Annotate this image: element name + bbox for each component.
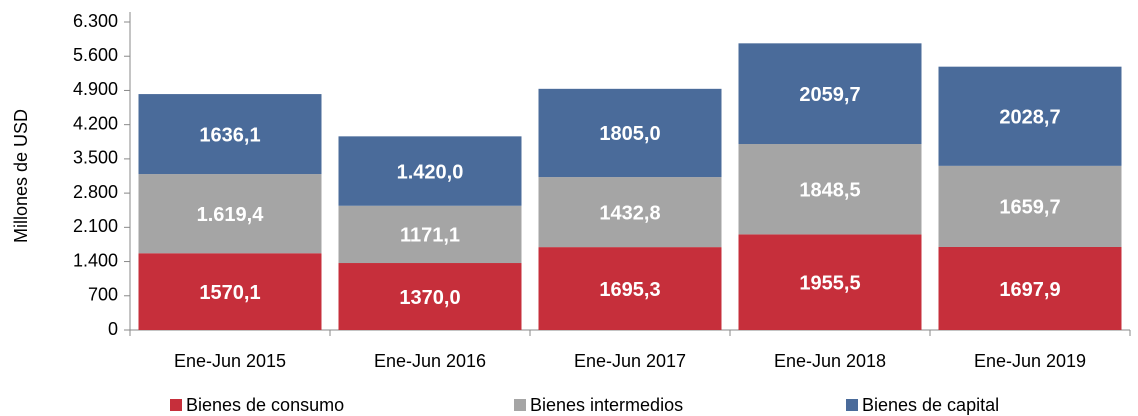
x-tick-label: Ene-Jun 2019 [974, 351, 1086, 371]
value-label: 1.420,0 [397, 161, 464, 183]
value-label: 1697,9 [999, 279, 1060, 301]
y-tick-label: 4.900 [73, 79, 118, 99]
value-label: 1805,0 [599, 123, 660, 145]
bar-segment [738, 234, 922, 330]
value-label: 1370,0 [399, 287, 460, 309]
x-tick-label: Ene-Jun 2015 [174, 351, 286, 371]
y-tick-label: 3.500 [73, 148, 118, 168]
y-axis-label: Millones de USD [11, 109, 31, 243]
bar-segment [338, 263, 522, 330]
y-tick-label: 700 [88, 285, 118, 305]
y-tick-label: 2.100 [73, 216, 118, 236]
value-label: 2059,7 [799, 84, 860, 106]
bar-segment [538, 88, 722, 178]
x-tick-label: Ene-Jun 2018 [774, 351, 886, 371]
bar-segment [538, 177, 722, 248]
bar-segment [938, 66, 1122, 166]
value-label: 1848,5 [799, 179, 860, 201]
y-tick-label: 6.300 [73, 11, 118, 31]
legend-swatch [514, 399, 526, 411]
x-tick-label: Ene-Jun 2017 [574, 351, 686, 371]
bar-segment [738, 43, 922, 145]
value-label: 1659,7 [999, 197, 1060, 219]
legend-label: Bienes intermedios [530, 395, 683, 415]
y-tick-label: 5.600 [73, 45, 118, 65]
value-label: 1171,1 [400, 225, 460, 247]
y-tick-label: 2.800 [73, 182, 118, 202]
bar-segment [338, 136, 522, 206]
bar-segment [938, 165, 1122, 247]
value-label: 2028,7 [999, 107, 1060, 129]
legend-swatch [846, 399, 858, 411]
x-tick-label: Ene-Jun 2016 [374, 351, 486, 371]
bar-segment [538, 247, 722, 330]
y-tick-label: 4.200 [73, 113, 118, 133]
value-label: 1636,1 [199, 124, 260, 146]
value-label: 1695,3 [599, 279, 660, 301]
bar-segment [138, 174, 322, 254]
y-tick-label: 0 [108, 319, 118, 339]
value-label: 1432,8 [599, 202, 660, 224]
bar-segment [938, 246, 1122, 330]
bar-segment [338, 205, 522, 264]
value-label: 1.619,4 [197, 204, 265, 226]
bar-segment [738, 144, 922, 235]
value-label: 1955,5 [799, 272, 860, 294]
legend-label: Bienes de capital [862, 395, 999, 415]
y-tick-label: 1.400 [73, 250, 118, 270]
legend-swatch [170, 399, 182, 411]
bar-segment [138, 94, 322, 175]
value-label: 1570,1 [199, 282, 260, 304]
bar-segment [138, 253, 322, 330]
legend-label: Bienes de consumo [186, 395, 344, 415]
